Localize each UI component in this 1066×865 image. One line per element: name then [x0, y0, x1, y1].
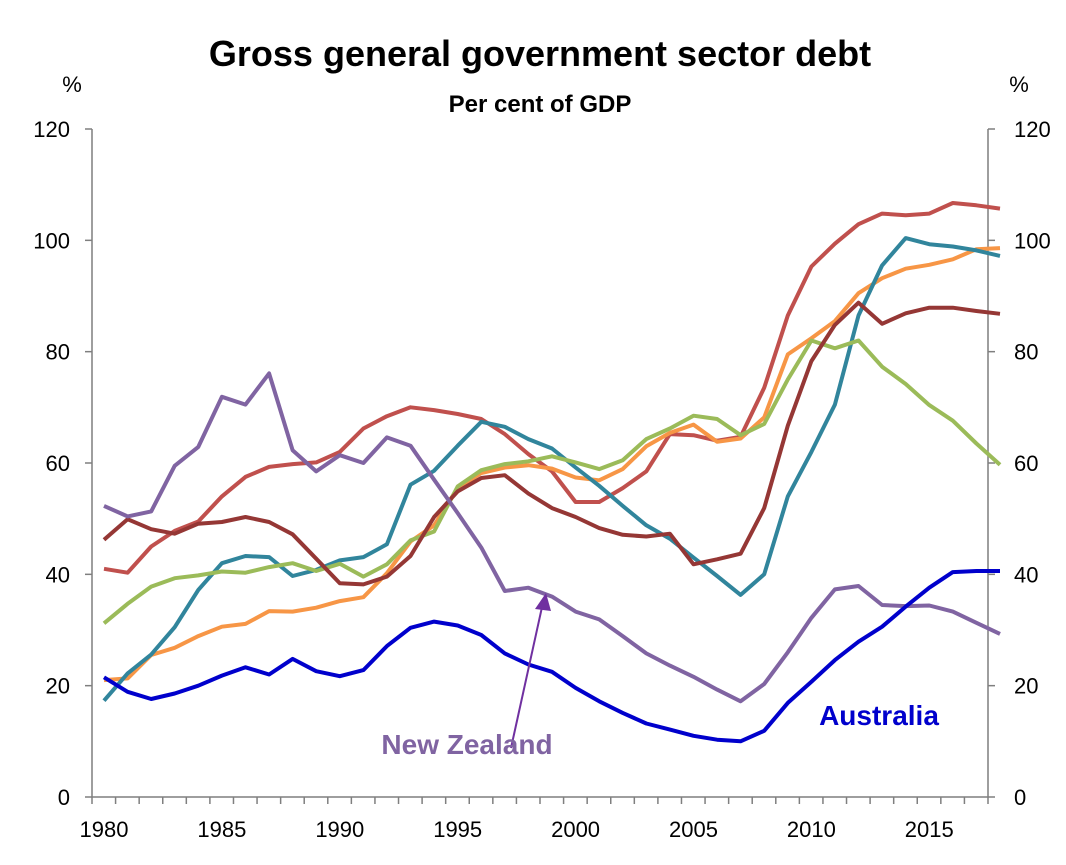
nz-annotation-arrow: [510, 597, 545, 749]
right-y-tick-label: 100: [1014, 228, 1051, 253]
chart-subtitle: Per cent of GDP: [449, 91, 632, 118]
x-tick-label: 1995: [433, 817, 482, 842]
right-y-tick-label: 80: [1014, 340, 1038, 365]
right-y-tick-label: 20: [1014, 674, 1038, 699]
left-y-tick-label: 80: [46, 340, 70, 365]
series-1-line: [103, 201, 1001, 575]
series-2-line: [103, 246, 1001, 683]
left-y-tick-label: 0: [58, 785, 70, 810]
x-tick-label: 1985: [197, 817, 246, 842]
x-tick-label: 2010: [787, 817, 836, 842]
x-tick-label: 2015: [905, 817, 954, 842]
australia-label: Australia: [819, 700, 939, 731]
series-4-line: [102, 338, 1002, 625]
right-y-tick-label: 60: [1014, 451, 1038, 476]
right-axis-unit: %: [1009, 72, 1029, 97]
left-axis-unit: %: [62, 72, 82, 97]
right-y-tick-label: 120: [1014, 117, 1051, 142]
left-y-tick-label: 20: [46, 674, 70, 699]
series-lines: [102, 201, 1002, 744]
australia-line: [102, 569, 1000, 744]
left-y-tick-label: 40: [46, 562, 70, 587]
x-tick-label: 1980: [80, 817, 129, 842]
chart-title: Gross general government sector debt: [209, 33, 871, 74]
x-tick-label: 2000: [551, 817, 600, 842]
new-zealand-line: [103, 371, 1001, 704]
right-y-tick-label: 40: [1014, 562, 1038, 587]
series-5-line: [102, 300, 1001, 587]
x-tick-label: 2005: [669, 817, 718, 842]
x-tick-label: 1990: [315, 817, 364, 842]
left-y-tick-label: 120: [33, 117, 70, 142]
left-y-tick-label: 100: [33, 228, 70, 253]
nz-arrow-head: [535, 593, 551, 611]
right-y-tick-label: 0: [1014, 785, 1026, 810]
new-zealand-label: New Zealand: [381, 729, 552, 760]
axis-ticks: 0 0 20 20 40 40 60 60 80 80 100 100 120 120 1980 1985 19…: [33, 117, 1050, 842]
left-y-tick-label: 60: [46, 451, 70, 476]
